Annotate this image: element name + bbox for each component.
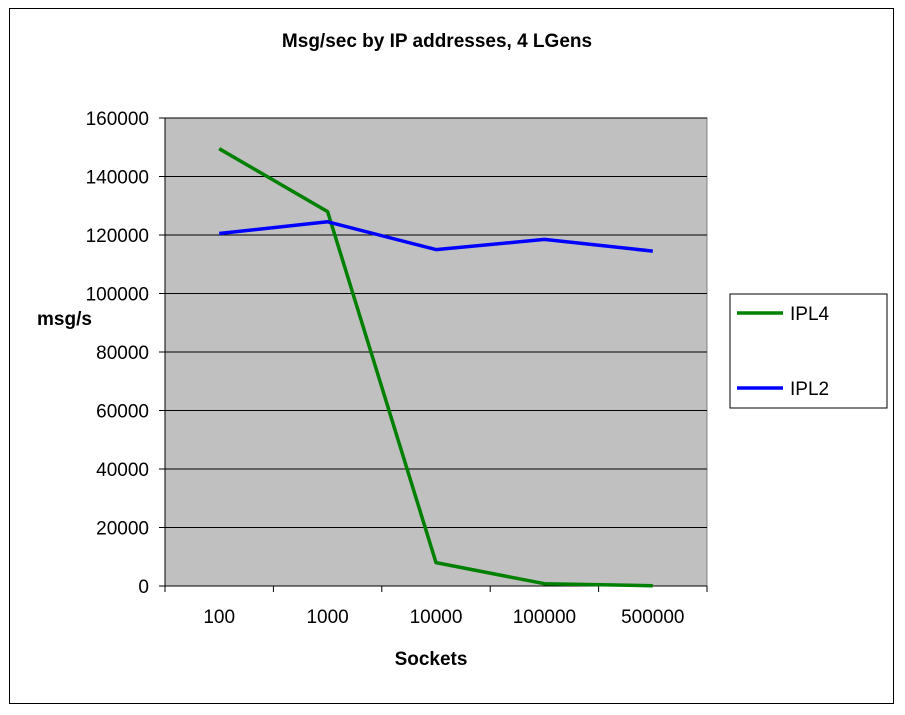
series-line-ipl4 — [218, 147, 653, 588]
y-tick-label: 20000 — [96, 519, 149, 540]
x-tick-label: 1000 — [306, 607, 348, 628]
y-tick-label: 40000 — [96, 460, 149, 481]
y-axis: 0 20000 40000 60000 80000 100000 120000 140000 1… — [86, 109, 166, 598]
y-axis-label: msg/s — [37, 309, 92, 330]
y-tick-label: 60000 — [96, 402, 149, 423]
x-tick-label: 500000 — [621, 607, 684, 628]
y-tick-label: 0 — [138, 577, 149, 598]
x-axis-label: Sockets — [395, 649, 468, 670]
x-tick-label: 100000 — [513, 607, 576, 628]
y-tick-label: 160000 — [86, 109, 149, 130]
y-tick-label: 140000 — [86, 168, 149, 189]
series-line-ipl2 — [219, 220, 653, 253]
y-tick-label: 100000 — [86, 285, 149, 306]
chart-title: Msg/sec by IP addresses, 4 LGens — [282, 31, 592, 52]
x-axis: 100 1000 10000 100000 500000 — [164, 585, 708, 628]
y-tick-label: 80000 — [96, 343, 149, 364]
gridlines — [165, 117, 707, 587]
legend-label-ipl2: IPL2 — [790, 379, 829, 400]
series-lines — [218, 147, 653, 588]
y-tick-label: 120000 — [86, 226, 149, 247]
legend-label-ipl4: IPL4 — [790, 304, 830, 325]
x-tick-label: 100 — [203, 607, 235, 628]
x-tick-label: 10000 — [410, 607, 463, 628]
legend: IPL4 IPL2 — [729, 293, 888, 409]
